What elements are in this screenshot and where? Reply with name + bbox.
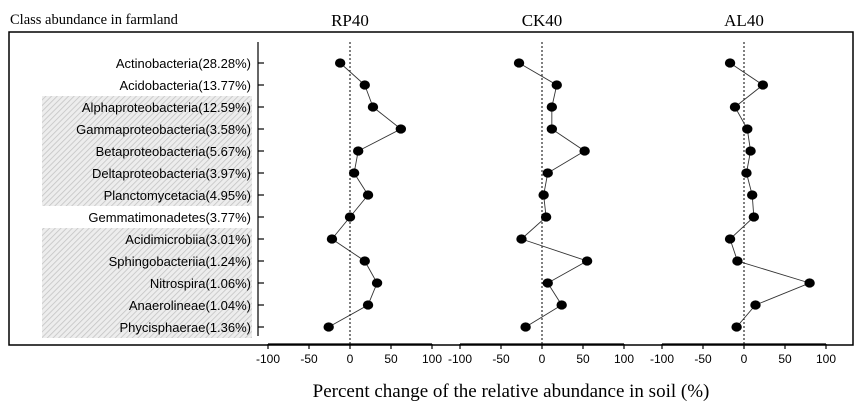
x-tick-label: 100 (422, 352, 442, 366)
x-tick-label: 100 (614, 352, 634, 366)
data-point (353, 146, 364, 156)
x-tick-label: -100 (256, 352, 280, 366)
x-tick-label: 0 (539, 352, 546, 366)
category-label: Nitrospira(1.06%) (150, 276, 251, 291)
data-point (556, 300, 567, 310)
data-point (538, 190, 549, 200)
x-tick-label: 50 (778, 352, 792, 366)
data-point (546, 124, 558, 134)
data-point (362, 190, 374, 200)
data-point (334, 58, 346, 68)
data-point (731, 322, 742, 332)
category-labels: Actinobacteria(28.28%) Acidobacteria(13.7… (76, 56, 251, 335)
x-tick-label: 100 (816, 352, 836, 366)
data-point (367, 102, 379, 112)
category-label: Acidobacteria(13.77%) (119, 78, 251, 93)
data-point (579, 146, 590, 156)
series-line (729, 62, 811, 328)
data-point (729, 102, 741, 112)
x-tick-label: 50 (576, 352, 590, 366)
panel-rp40: RP40 -100 -50 0 50 100 (256, 11, 442, 366)
data-point (513, 58, 525, 68)
category-ticks (258, 62, 264, 328)
category-label: Anaerolineae(1.04%) (129, 298, 251, 313)
category-label: Actinobacteria(28.28%) (116, 56, 251, 71)
data-point (323, 322, 334, 332)
category-label: Alphaproteobacteria(12.59%) (82, 100, 251, 115)
category-label: Gemmatimonadetes(3.77%) (88, 210, 251, 225)
category-label: Gammaproteobacteria(3.58%) (76, 122, 251, 137)
category-label: Phycisphaerae(1.36%) (119, 320, 251, 335)
figure-frame (8, 31, 854, 346)
data-point (395, 124, 407, 134)
shaded-group-bands (42, 96, 252, 338)
data-point (724, 58, 736, 68)
data-point (732, 256, 743, 266)
panel-ck40: CK40 -100 -50 0 50 100 (448, 11, 634, 366)
data-point (359, 256, 370, 266)
x-tick-label: 0 (741, 352, 748, 366)
x-tick-label: -100 (650, 352, 674, 366)
data-point (542, 278, 553, 288)
data-point (516, 234, 527, 244)
category-label: Deltaproteobacteria(3.97%) (92, 166, 251, 181)
x-tick-label: -50 (300, 352, 318, 366)
category-label: Acidimicrobiia(3.01%) (125, 232, 251, 247)
data-point (804, 278, 815, 288)
x-tick-label: -100 (448, 352, 472, 366)
header-label: Class abundance in farmland (10, 12, 179, 28)
data-point (542, 168, 553, 178)
data-point (745, 146, 756, 156)
data-point (757, 80, 769, 90)
category-label: Planctomycetacia(4.95%) (104, 188, 251, 203)
data-point (551, 80, 562, 90)
category-label: Betaproteobacteria(5.67%) (96, 144, 251, 159)
data-point (362, 300, 374, 310)
data-point (748, 212, 760, 222)
x-axis-title: Percent change of the relative abundance… (313, 381, 710, 402)
shaded-group-1 (42, 96, 252, 206)
x-tick-label: 50 (384, 352, 398, 366)
panels: RP40 -100 -50 0 50 100 CK40 -100 -50 0 50 100 AL40 -1… (256, 11, 836, 366)
x-tick-label: -50 (492, 352, 510, 366)
data-point (540, 212, 552, 222)
category-label: Sphingobacteriia(1.24%) (109, 254, 251, 269)
shaded-group-2 (42, 228, 252, 338)
data-point (348, 168, 360, 178)
x-tick-label: 0 (347, 352, 354, 366)
data-point (742, 124, 753, 134)
panel-al40: AL40 -100 -50 0 50 100 (650, 11, 836, 366)
data-point (581, 256, 593, 266)
data-point (520, 322, 531, 332)
data-point (371, 278, 383, 288)
panel-title: RP40 (331, 11, 369, 30)
data-point (724, 234, 736, 244)
data-point (359, 80, 370, 90)
data-point (741, 168, 752, 178)
data-point (344, 212, 356, 222)
data-point (326, 234, 338, 244)
panel-title: CK40 (522, 11, 563, 30)
data-point (747, 190, 758, 200)
data-point (546, 102, 558, 112)
x-tick-label: -50 (694, 352, 712, 366)
panel-title: AL40 (724, 11, 764, 30)
data-point (750, 300, 761, 310)
